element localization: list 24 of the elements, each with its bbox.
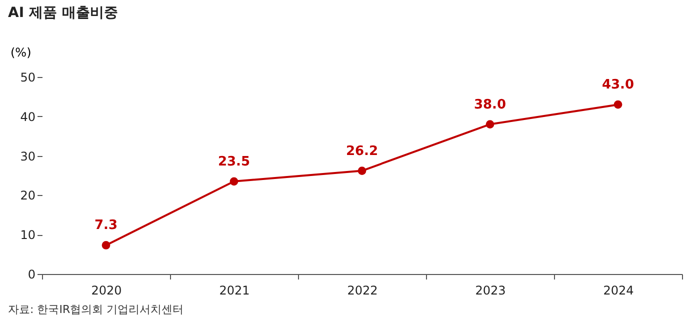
y-tick-label: 40	[20, 110, 36, 124]
data-label: 26.2	[346, 144, 378, 159]
y-tick-label: 30	[20, 149, 36, 164]
y-tick-label: 0	[28, 268, 36, 282]
chart-title: AI 제품 매출비중	[8, 5, 118, 21]
point	[102, 241, 110, 250]
x-tick-label: 2023	[475, 284, 506, 298]
point	[614, 100, 622, 109]
point	[358, 166, 366, 175]
point	[230, 177, 238, 186]
x-tick-label: 2022	[347, 284, 378, 298]
x-tick-label: 2020	[91, 284, 122, 298]
x-tick-label: 2021	[219, 284, 250, 298]
y-tick-label: 10	[20, 228, 36, 242]
data-label: 7.3	[94, 218, 118, 234]
data-label: 38.0	[474, 97, 506, 112]
y-tick-label: 20	[20, 188, 36, 203]
point	[486, 120, 494, 128]
data-label: 43.0	[602, 78, 634, 93]
text: 자료: 한국IR협의회 기업리서치센터	[8, 302, 185, 317]
x-tick-label: 2024	[603, 284, 634, 298]
data-label: 23.5	[218, 154, 250, 170]
y-axis-title: (%)	[10, 46, 32, 60]
y-tick-label: 50	[20, 70, 36, 84]
